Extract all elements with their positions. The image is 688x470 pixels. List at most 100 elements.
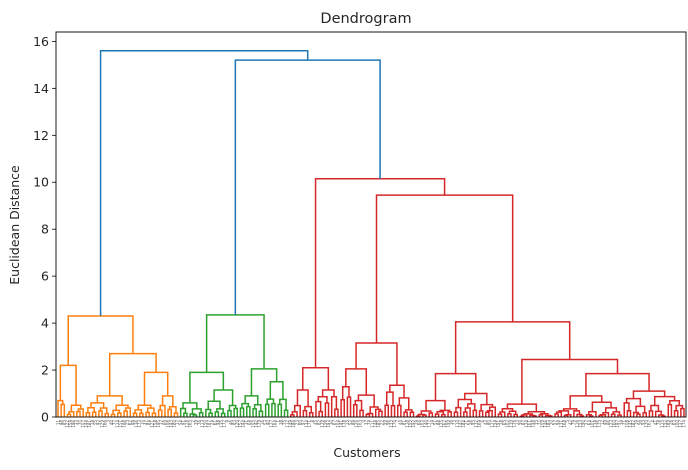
dendrogram-link [352,403,358,417]
leaf-label: 58 [467,420,472,426]
dendrogram-link [183,412,188,417]
dendrogram-link [67,315,134,366]
leaf-label: 112 [285,420,290,428]
leaf-label: 12 [600,420,605,426]
leaf-label: 107 [80,420,85,428]
leaf-label: 174 [681,420,686,428]
leaf-label: 117 [489,420,494,428]
dendrogram-link [60,403,66,417]
leaf-label: 95 [471,420,476,426]
dendrogram-link [99,50,309,317]
leaf-label: 76 [197,420,202,426]
dendrogram-link [355,342,398,386]
leaf-label: 184 [461,420,466,428]
dendrogram-link [485,411,490,417]
leaf-label: 70 [77,420,82,426]
dendrogram-link [623,402,630,417]
leaf-label: 3 [106,420,111,423]
dendrogram-link [296,389,309,407]
leaf-label: 44 [398,420,403,426]
dendrogram-link [213,389,234,406]
dendrogram-link [245,405,251,417]
leaf-label: 148 [373,420,378,428]
leaf-label: 161 [527,420,532,428]
leaf-label: 176 [511,420,516,428]
leaf-label: 183 [546,420,551,428]
dendrogram-link [59,364,77,406]
leaf-label: 88 [436,420,441,426]
leaf-label: 178 [342,420,347,428]
leaf-label: 2 [191,420,196,423]
leaf-label: 143 [169,420,174,428]
leaf-label: 47 [143,420,148,426]
leaf-label: 52 [348,420,353,426]
leaf-label: 83 [231,420,236,426]
leaf-label: 97 [301,420,306,426]
leaf-label: 152 [662,420,667,428]
leaf-label: 5 [565,420,570,423]
dendrogram-link [205,314,265,373]
leaf-label: 31 [244,420,249,426]
leaf-label: 173 [137,420,142,428]
leaf-label: 135 [219,420,224,428]
dendrogram-link [385,391,394,406]
dendrogram-link [673,410,679,417]
leaf-label: 16 [260,420,265,426]
dendrogram-link [104,412,110,417]
leaf-label: 81 [401,420,406,426]
leaf-label: 104 [335,420,340,428]
dendrogram-link [409,411,415,417]
leaf-label: 25 [125,420,130,426]
leaf-label: 102 [505,420,510,428]
leaf-label: 80 [486,420,491,426]
y-tick-label: 12 [33,128,49,143]
leaf-label: 4 [650,420,655,423]
leaf-label: 86 [606,420,611,426]
leaf-label: 51 [433,420,438,426]
leaf-label: 17 [175,420,180,426]
leaf-label: 45 [313,420,318,426]
leaf-label: 34 [618,420,623,426]
leaf-label: 60 [298,420,303,426]
leaf-label: 153 [577,420,582,428]
dendrogram-link [264,403,270,417]
leaf-label: 175 [596,420,601,428]
leaf-label: 118 [404,420,409,428]
leaf-label: 145 [628,420,633,428]
dendrogram-link [252,408,257,417]
plot-frame [55,31,687,418]
dendrogram-link [478,410,484,417]
dendrogram-link [585,372,650,396]
leaf-label: 191 [496,420,501,428]
dendrogram-link [98,410,103,417]
leaf-label: 115 [659,420,664,428]
leaf-label: 57 [552,420,557,426]
dendrogram-link [57,399,64,417]
leaf-label: 87 [521,420,526,426]
leaf-label: 160 [612,420,617,428]
leaf-label: 121 [150,420,155,428]
dendrogram-link [68,411,75,417]
leaf-label: 78 [656,420,661,426]
leaf-label: 194 [241,420,246,428]
leaf-label: 199 [445,420,450,428]
leaf-label: 6 [480,420,485,423]
dendrogram-link [302,366,330,391]
leaf-label: 19 [634,420,639,426]
chart-title: Dendrogram [320,11,411,27]
dendrogram-link [428,412,434,417]
leaf-label: 146 [543,420,548,428]
leaf-label: 68 [247,420,252,426]
leaf-label: 188 [121,420,126,428]
leaf-label: 61 [213,420,218,426]
dendrogram-link [330,395,338,417]
dendrogram-link [396,404,402,417]
leaf-label: 29 [414,420,419,426]
y-tick-label: 8 [41,222,49,237]
leaf-label: 85 [62,420,67,426]
leaf-label: 171 [307,420,312,428]
leaf-label: 131 [559,420,564,428]
leaf-label: 27 [584,420,589,426]
dendrogram-link [157,409,163,417]
leaf-label: 46 [228,420,233,426]
